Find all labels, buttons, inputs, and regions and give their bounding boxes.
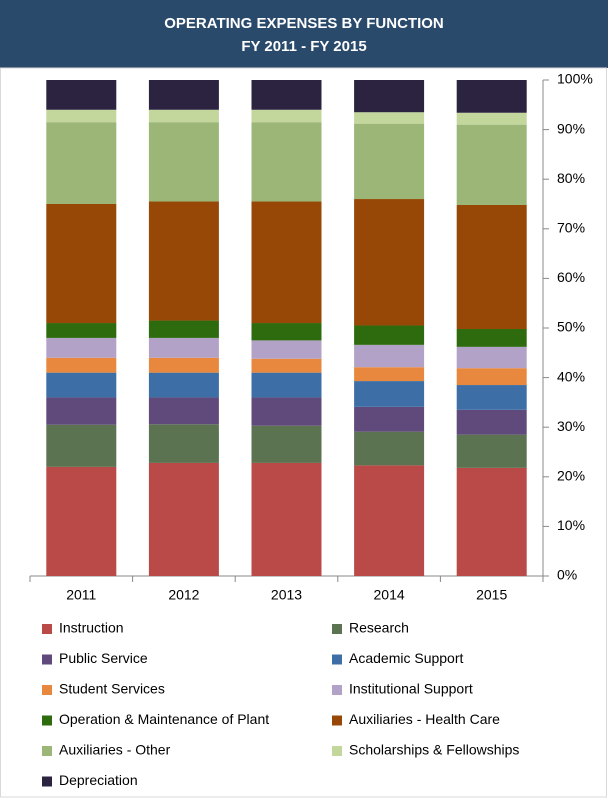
legend-swatch <box>42 654 52 665</box>
legend-label: Academic Support <box>349 650 464 666</box>
bar-segment <box>354 431 425 466</box>
legend-label: Scholarships & Fellowships <box>349 742 519 758</box>
bar-segment <box>148 201 219 321</box>
bar-segment <box>354 465 425 576</box>
bar-segment <box>251 462 322 576</box>
bar-segment <box>354 199 425 326</box>
y-tick-label: 80% <box>557 170 585 186</box>
y-tick-label: 20% <box>557 468 585 484</box>
legend-label: Institutional Support <box>349 681 473 697</box>
bar-segment <box>46 357 117 373</box>
y-tick-label: 70% <box>557 220 585 236</box>
y-tick-label: 10% <box>557 517 585 533</box>
bar-segment <box>354 344 425 368</box>
y-tick-label: 100% <box>557 71 593 87</box>
bar-segment <box>456 385 527 410</box>
bar-segment <box>456 346 527 369</box>
bar-segment <box>46 397 117 425</box>
legend-swatch <box>332 685 342 695</box>
bar-segment <box>354 123 425 200</box>
legend-swatch <box>332 654 342 665</box>
bar-segment <box>251 323 322 341</box>
bar-segment <box>354 80 425 113</box>
legend-label: Operation & Maintenance of Plant <box>59 711 269 727</box>
x-tick-label: 2013 <box>271 587 302 603</box>
legend-label: Public Service <box>59 650 148 666</box>
bar-segment <box>46 109 117 123</box>
bar-segment <box>148 462 219 576</box>
bar-segment <box>148 424 219 463</box>
bar-segment <box>456 80 527 113</box>
x-tick-label: 2014 <box>374 587 405 603</box>
bar-segment <box>148 122 219 202</box>
bar-segment <box>456 409 527 435</box>
bar-segment <box>148 80 219 110</box>
legend-label: Instruction <box>59 620 124 636</box>
bar-segment <box>46 80 117 110</box>
bar-segment <box>251 372 322 398</box>
legend-label: Student Services <box>59 681 165 697</box>
chart-title: OPERATING EXPENSES BY FUNCTION <box>164 15 444 32</box>
bar-segment <box>354 367 425 382</box>
legend-swatch <box>42 624 52 634</box>
bar-segment <box>251 358 322 373</box>
chart-frame <box>0 67 607 798</box>
y-tick-label: 30% <box>557 418 585 434</box>
y-tick-label: 60% <box>557 269 585 285</box>
bar-segment <box>46 204 117 324</box>
bar-segment <box>456 328 527 347</box>
bar-segment <box>354 112 425 124</box>
bar-segment <box>148 109 219 123</box>
bar-segment <box>251 201 322 324</box>
bar-segment <box>456 467 527 576</box>
bar-segment <box>148 372 219 398</box>
bar-segment <box>148 320 219 338</box>
bar-segment <box>251 340 322 359</box>
bar-segment <box>354 381 425 407</box>
x-tick-label: 2012 <box>168 587 199 603</box>
bar-segment <box>251 109 322 123</box>
bar-segment <box>46 122 117 204</box>
y-tick-label: 40% <box>557 368 585 384</box>
x-tick-label: 2011 <box>66 587 96 603</box>
legend-label: Auxiliaries - Health Care <box>349 711 500 727</box>
bar-segment <box>354 406 425 432</box>
legend-swatch <box>332 746 342 756</box>
y-tick-label: 50% <box>557 319 585 335</box>
bar-segment <box>46 424 117 467</box>
bar-segment <box>148 397 219 425</box>
legend-label: Research <box>349 620 409 636</box>
header-bar <box>0 0 608 68</box>
legend-swatch <box>42 776 52 787</box>
y-tick-label: 0% <box>557 567 577 583</box>
bar-segment <box>148 357 219 373</box>
bar-segment <box>46 372 117 398</box>
y-tick-label: 90% <box>557 120 585 136</box>
bar-segment <box>251 425 322 463</box>
chart-subtitle: FY 2011 - FY 2015 <box>241 38 366 55</box>
legend-swatch <box>42 685 52 695</box>
bar-segment <box>46 466 117 576</box>
bar-segment <box>251 80 322 110</box>
bar-segment <box>456 124 527 205</box>
legend-swatch <box>332 624 342 634</box>
bar-segment <box>456 204 527 329</box>
bar-segment <box>354 325 425 345</box>
bar-segment <box>46 337 117 358</box>
legend-swatch <box>42 715 52 726</box>
legend-label: Auxiliaries - Other <box>59 742 171 758</box>
bar-segment <box>456 368 527 386</box>
bar-segment <box>456 434 527 468</box>
bar-segment <box>148 337 219 358</box>
x-tick-label: 2015 <box>476 587 507 603</box>
legend-label: Depreciation <box>59 772 138 788</box>
legend-swatch <box>332 715 342 726</box>
bar-segment <box>251 397 322 426</box>
legend-swatch <box>42 746 52 756</box>
bar-segment <box>46 323 117 338</box>
bar-segment <box>456 112 527 125</box>
bar-segment <box>251 122 322 202</box>
